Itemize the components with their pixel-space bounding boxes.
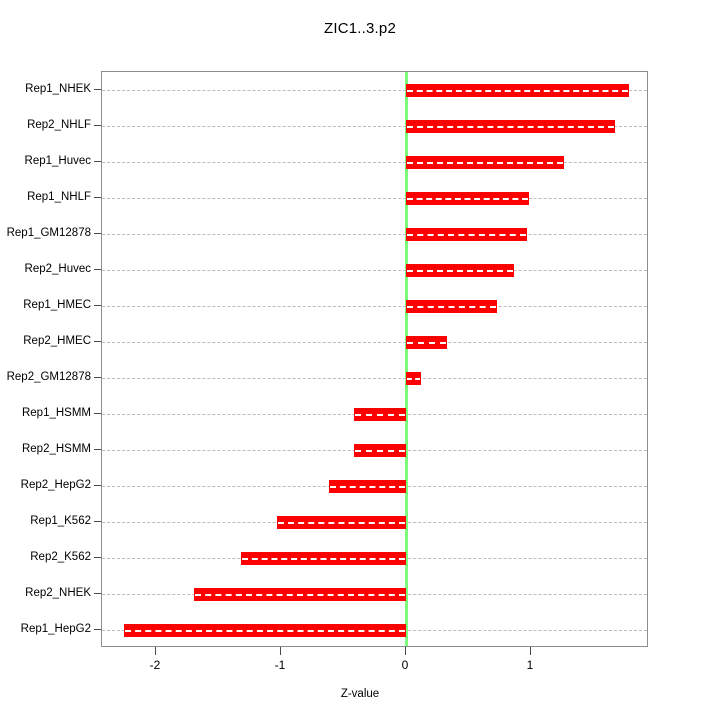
y-axis-label: Rep2_HMEC <box>23 335 91 347</box>
gridline <box>102 198 647 199</box>
y-axis-label: Rep1_HSMM <box>21 407 91 419</box>
y-axis-tick <box>94 521 101 522</box>
bar[interactable] <box>406 335 448 349</box>
y-axis-tick <box>94 197 101 198</box>
y-axis-label: Rep1_K562 <box>30 515 91 527</box>
y-axis-label: Rep1_HMEC <box>23 299 91 311</box>
bar[interactable] <box>406 227 528 241</box>
gridline <box>102 162 647 163</box>
bar[interactable] <box>193 587 406 601</box>
y-axis-tick <box>94 269 101 270</box>
y-axis-tick <box>94 125 101 126</box>
y-axis-label: Rep1_NHLF <box>27 191 91 203</box>
page-title: ZIC1..3.p2 <box>323 20 397 37</box>
y-axis-label: Rep2_HSMM <box>21 443 91 455</box>
y-axis-label: Rep1_GM12878 <box>6 227 91 239</box>
y-axis-tick <box>94 629 101 630</box>
x-axis-title: Z-value <box>340 688 380 700</box>
y-axis-tick <box>94 161 101 162</box>
gridline <box>102 342 647 343</box>
bar[interactable] <box>241 551 406 565</box>
bar[interactable] <box>406 299 498 313</box>
y-axis-label: Rep1_Huvec <box>24 155 91 167</box>
y-axis-label: Rep1_NHEK <box>25 83 91 95</box>
bar[interactable] <box>353 407 406 421</box>
x-axis-tick-label: 0 <box>401 658 409 672</box>
y-axis-label: Rep2_K562 <box>30 551 91 563</box>
bar[interactable] <box>406 83 629 97</box>
y-axis-label: Rep2_NHEK <box>25 587 91 599</box>
y-axis-tick <box>94 557 101 558</box>
bar[interactable] <box>123 623 406 637</box>
zero-reference-line <box>405 72 408 646</box>
y-axis-label: Rep1_HepG2 <box>20 623 91 635</box>
gridline <box>102 378 647 379</box>
bar[interactable] <box>277 515 406 529</box>
y-axis-label: Rep2_HepG2 <box>20 479 91 491</box>
bar[interactable] <box>353 443 406 457</box>
x-axis-tick <box>530 647 531 655</box>
y-axis-label: Rep2_Huvec <box>24 263 91 275</box>
gridline <box>102 234 647 235</box>
plot-panel <box>101 71 648 647</box>
gridline <box>102 306 647 307</box>
bar[interactable] <box>406 191 529 205</box>
x-axis-tick-label: 1 <box>526 658 534 672</box>
y-axis-tick <box>94 449 101 450</box>
plot-area <box>102 72 647 646</box>
bar[interactable] <box>406 263 514 277</box>
y-axis-tick <box>94 413 101 414</box>
x-axis-tick <box>280 647 281 655</box>
x-axis-tick-label: -2 <box>149 658 161 672</box>
bar[interactable] <box>406 119 615 133</box>
y-axis-tick <box>94 485 101 486</box>
bar[interactable] <box>328 479 406 493</box>
y-axis-tick <box>94 593 101 594</box>
y-axis-label: Rep2_GM12878 <box>6 371 91 383</box>
y-axis-labels <box>0 0 93 720</box>
x-axis-tick <box>405 647 406 655</box>
bar[interactable] <box>406 155 564 169</box>
y-axis-tick <box>94 341 101 342</box>
bar[interactable] <box>406 371 421 385</box>
gridline <box>102 90 647 91</box>
gridline <box>102 126 647 127</box>
y-axis-tick <box>94 377 101 378</box>
y-axis-tick <box>94 89 101 90</box>
y-axis-tick <box>94 305 101 306</box>
x-axis-tick <box>155 647 156 655</box>
y-axis-tick <box>94 233 101 234</box>
x-axis-tick-label: -1 <box>274 658 286 672</box>
y-axis-label: Rep2_NHLF <box>27 119 91 131</box>
gridline <box>102 270 647 271</box>
